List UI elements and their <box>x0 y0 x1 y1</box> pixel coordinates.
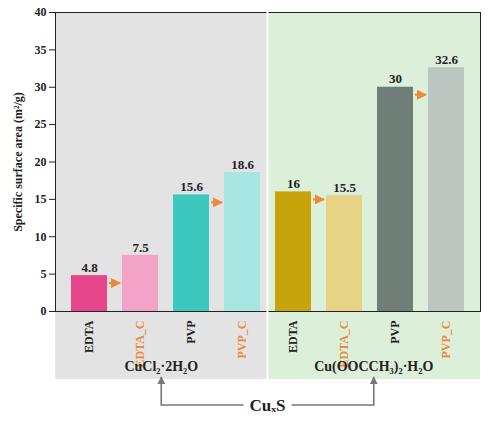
svg-text:15.5: 15.5 <box>333 180 356 195</box>
svg-text:0: 0 <box>41 304 47 318</box>
svg-text:35: 35 <box>35 43 47 57</box>
svg-text:15: 15 <box>35 192 47 206</box>
svg-text:5: 5 <box>41 267 47 281</box>
svg-text:40: 40 <box>35 5 47 19</box>
svg-text:Specific surface area (m²/g): Specific surface area (m²/g) <box>11 92 25 232</box>
svg-text:7.5: 7.5 <box>132 240 149 255</box>
svg-text:30: 30 <box>389 71 402 86</box>
svg-text:32.6: 32.6 <box>435 52 458 67</box>
svg-text:PVP_C: PVP_C <box>439 321 453 359</box>
svg-text:CuₓS: CuₓS <box>249 396 285 415</box>
svg-text:18.6: 18.6 <box>231 157 254 172</box>
svg-text:20: 20 <box>35 155 47 169</box>
svg-text:15.6: 15.6 <box>180 179 203 194</box>
svg-text:CuCl₂·2H₂O: CuCl₂·2H₂O <box>124 359 198 374</box>
svg-text:16: 16 <box>287 176 301 191</box>
svg-text:EDTA: EDTA <box>82 320 96 353</box>
svg-text:PVP: PVP <box>184 321 198 344</box>
svg-text:10: 10 <box>35 230 47 244</box>
svg-text:Cu(OOCCH₃)₂·H₂O: Cu(OOCCH₃)₂·H₂O <box>314 359 433 375</box>
svg-text:EDTA_C: EDTA_C <box>133 320 148 368</box>
svg-text:25: 25 <box>35 117 47 131</box>
svg-text:PVP: PVP <box>388 321 402 344</box>
svg-text:EDTA_C: EDTA_C <box>337 320 352 368</box>
svg-text:PVP_C: PVP_C <box>235 321 249 359</box>
svg-text:4.8: 4.8 <box>81 260 98 275</box>
svg-text:EDTA: EDTA <box>286 320 300 353</box>
svg-text:30: 30 <box>35 80 47 94</box>
